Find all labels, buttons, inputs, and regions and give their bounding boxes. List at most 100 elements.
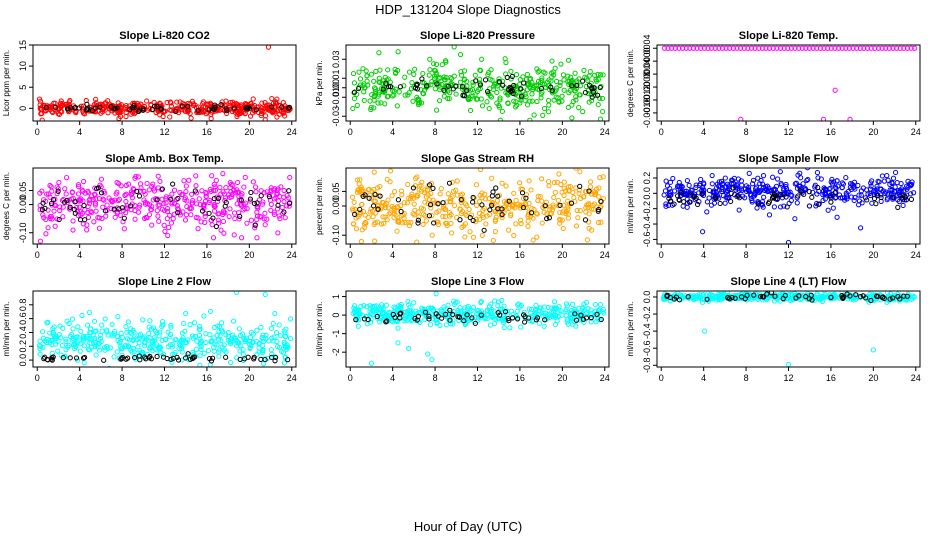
- outlier-point: [457, 51, 464, 58]
- data-point: [147, 344, 153, 351]
- data-point: [37, 346, 43, 352]
- reference-point: [210, 215, 216, 221]
- data-point: [896, 198, 902, 205]
- data-point: [587, 184, 594, 190]
- data-point: [598, 219, 604, 225]
- data-point: [530, 312, 536, 319]
- data-point: [165, 329, 171, 335]
- data-point: [474, 96, 481, 102]
- data-point: [857, 45, 863, 51]
- reference-point: [671, 201, 677, 207]
- data-point: [365, 214, 371, 220]
- data-points: [350, 291, 607, 366]
- data-point: [755, 175, 761, 181]
- reference-point: [525, 315, 532, 321]
- reference-point: [98, 190, 105, 196]
- reference-point: [676, 197, 683, 203]
- data-point: [497, 117, 503, 121]
- data-point: [75, 324, 81, 330]
- panel-title: Slope Amb. Box Temp.: [105, 153, 224, 165]
- data-point: [723, 189, 730, 195]
- data-point: [843, 45, 849, 51]
- data-point: [593, 319, 599, 325]
- data-point: [216, 220, 222, 226]
- reference-point: [598, 316, 604, 323]
- data-point: [495, 302, 501, 309]
- data-point: [856, 202, 862, 208]
- data-point: [157, 329, 163, 335]
- data-point: [748, 45, 755, 51]
- data-point: [206, 199, 212, 206]
- data-point: [367, 192, 373, 198]
- data-point: [447, 198, 453, 205]
- data-point: [284, 203, 290, 209]
- reference-point: [778, 192, 784, 198]
- reference-point: [901, 293, 907, 299]
- data-point: [822, 191, 828, 198]
- data-point: [422, 187, 428, 193]
- data-point: [550, 202, 556, 208]
- data-point: [745, 45, 751, 51]
- reference-point: [398, 310, 404, 316]
- data-point: [698, 45, 704, 51]
- data-point: [451, 203, 458, 209]
- data-point: [678, 292, 684, 298]
- data-point: [437, 191, 443, 197]
- data-point: [556, 171, 562, 177]
- reference-point: [828, 199, 834, 205]
- data-point: [421, 306, 427, 312]
- data-point: [511, 232, 517, 239]
- data-point: [494, 83, 500, 89]
- data-point: [667, 179, 674, 185]
- data-point: [715, 296, 722, 302]
- data-point: [39, 329, 46, 335]
- reference-point: [286, 200, 293, 206]
- data-point: [167, 334, 173, 340]
- data-point: [239, 191, 245, 197]
- data-point: [684, 204, 690, 210]
- data-point: [104, 202, 110, 208]
- data-point: [140, 317, 146, 323]
- data-point: [489, 175, 495, 181]
- data-point: [752, 45, 758, 51]
- data-point: [154, 208, 160, 214]
- data-point: [93, 352, 99, 358]
- data-point: [79, 210, 85, 216]
- reference-point: [154, 353, 160, 360]
- reference-point: [210, 355, 216, 361]
- reference-point: [351, 89, 358, 95]
- data-point: [479, 103, 486, 109]
- data-point: [90, 197, 96, 203]
- data-point: [97, 332, 103, 338]
- data-point: [64, 199, 70, 206]
- data-point: [76, 184, 82, 190]
- data-point: [103, 213, 109, 219]
- reference-point: [764, 291, 770, 297]
- reference-point: [427, 182, 433, 188]
- reference-point: [49, 355, 55, 361]
- data-point: [377, 319, 383, 325]
- data-point: [477, 168, 484, 173]
- data-point: [260, 332, 266, 338]
- reference-point: [154, 197, 160, 203]
- reference-point: [844, 291, 850, 297]
- data-point: [130, 327, 136, 334]
- reference-point: [245, 104, 251, 111]
- data-point: [355, 317, 362, 323]
- data-point: [458, 308, 464, 314]
- x-tick-label: 8: [120, 250, 125, 260]
- data-point: [101, 197, 107, 203]
- data-point: [864, 45, 871, 51]
- reference-point: [353, 317, 359, 323]
- data-point: [819, 298, 826, 304]
- data-point: [683, 45, 689, 51]
- data-point: [384, 217, 390, 223]
- data-point: [535, 193, 541, 199]
- data-point: [559, 93, 565, 99]
- reference-point: [231, 105, 237, 111]
- data-point: [600, 310, 607, 316]
- reference-point: [809, 194, 815, 200]
- data-point: [476, 216, 483, 222]
- data-point: [700, 180, 707, 186]
